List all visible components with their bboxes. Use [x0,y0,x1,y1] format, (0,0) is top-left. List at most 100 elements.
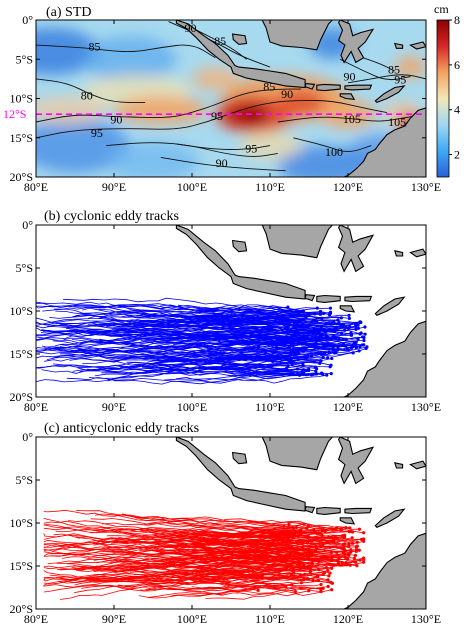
x-tick-label: 120°E [333,612,363,626]
eddy-track-start [327,574,331,578]
eddy-track [297,342,334,348]
panel-cyclonic-title: (b) cyclonic eddy tracks [44,209,179,224]
land-polygon [175,225,306,300]
contour-label: 80 [81,88,93,102]
x-tick-label: 90°E [102,612,126,626]
x-tick-label: 100°E [177,612,207,626]
eddy-track-start [287,522,291,526]
colorbar-bar [436,19,450,178]
eddy-track [227,560,316,570]
eddy-track-start [298,310,303,314]
eddy-track [105,572,325,586]
eddy-track-start [307,367,311,371]
eddy-track-start [357,527,362,531]
eddy-track-start [354,340,358,344]
eddy-track-start [321,586,325,590]
eddy-track [67,326,359,341]
y-tick-label: 15°S [10,131,33,145]
eddy-track [36,339,364,352]
eddy-track [261,373,323,377]
eddy-track-start [347,348,351,352]
eddy-track [36,304,301,315]
eddy-track-start [289,583,294,587]
eddy-track [55,569,294,582]
eddy-track [77,365,273,374]
eddy-track-start [330,588,334,592]
eddy-track [94,361,291,377]
eddy-track [247,519,342,530]
y-tick-label: 0° [22,430,33,444]
eddy-track-start [352,556,356,560]
eddy-track [78,337,308,352]
contour-label: 90 [344,70,356,84]
eddy-track [72,314,304,324]
eddy-track-start [273,586,277,590]
eddy-track-start [343,552,347,556]
eddy-track-start [357,548,361,552]
eddy-track-start [328,310,333,314]
x-tick-label: 130°E [411,612,441,626]
eddy-track [104,565,310,576]
y-tick-label: 15°S [10,559,33,573]
eddy-track-start [349,346,354,350]
eddy-track-start [362,531,366,535]
eddy-track-start [354,560,358,564]
eddy-track [205,590,309,600]
land-polygon [393,462,404,469]
eddy-track-start [330,566,334,570]
eddy-track [188,541,289,550]
colorbar: cm 2 4 6 8 [434,2,460,178]
x-tick-label: 80°E [24,612,48,626]
eddy-track-start [307,312,311,316]
contour-label: 90 [216,156,228,170]
landmask-a [175,20,426,177]
eddy-track-start [348,526,352,530]
eddy-track-start [358,332,362,336]
eddy-track-start [296,351,300,355]
eddy-track [250,537,364,546]
eddy-track-start [303,313,307,317]
land-polygon [374,85,406,104]
eddy-track [98,367,305,374]
eddy-track [91,320,335,333]
eddy-track [243,523,289,530]
eddy-track-start [345,556,349,560]
land-polygon [374,296,406,316]
colorbar-tick-label: 6 [454,58,460,72]
eddy-track [168,333,349,351]
contour-line [293,137,372,152]
eddy-track [243,529,314,535]
land-polygon [344,295,373,303]
panel-anticyclonic: (c) anticyclonic eddy tracks 80°E 90°E 100… [10,421,442,626]
y-tick-label: 5°S [16,52,33,66]
eddy-track-start [330,356,334,361]
eddy-track-start [327,313,332,317]
eddy-track-start [363,332,367,336]
eddy-track-start [305,576,310,581]
eddy-track-start [314,367,319,371]
eddy-track-start [347,313,351,317]
eddy-track-start [292,571,296,575]
eddy-track-start [355,540,359,544]
eddy-track-start [286,364,290,368]
eddy-track [68,520,318,535]
eddy-track [161,547,357,561]
eddy-track-start [315,306,319,310]
colorbar-tick-label: 2 [454,148,460,162]
land-polygon [316,83,341,92]
eddy-track [75,510,352,532]
eddy-track [174,534,307,542]
eddy-track [43,544,309,554]
land-polygon [409,248,426,258]
contour-label: 95 [394,73,406,87]
eddy-track-start [302,368,306,372]
eddy-track [43,524,247,535]
eddy-track [186,347,266,354]
eddy-track-start [354,346,358,350]
eddy-track [186,561,356,574]
eddy-track-start [326,584,330,589]
land-polygon [337,437,375,485]
land-polygon [343,107,426,177]
y-tick-label: 20°S [10,390,33,404]
